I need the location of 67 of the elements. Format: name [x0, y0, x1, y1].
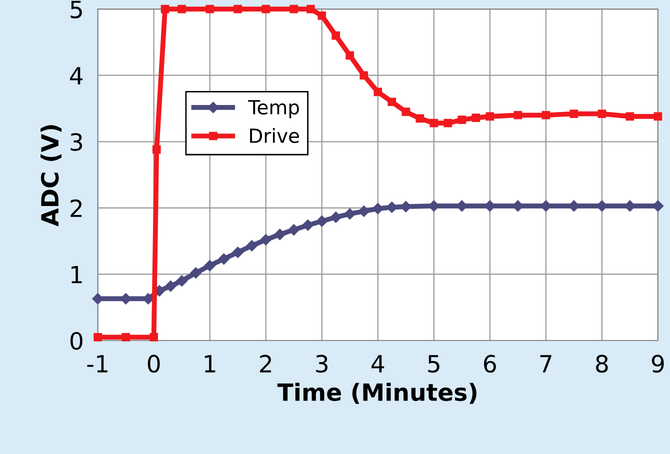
- point: [218, 253, 230, 265]
- point: [430, 118, 438, 128]
- y-tick-label: 2: [70, 199, 82, 217]
- legend-label: Drive: [250, 128, 299, 144]
- point: [262, 4, 270, 14]
- y-tick-label: 3: [70, 133, 82, 151]
- point: [388, 98, 396, 106]
- point: [246, 240, 258, 252]
- point: [372, 202, 384, 214]
- x-tick-label: 8: [596, 354, 608, 373]
- point: [288, 224, 300, 236]
- point: [204, 260, 216, 272]
- y-tick-label: 4: [70, 67, 83, 84]
- point: [542, 110, 550, 120]
- x-tick-label: 2: [260, 354, 272, 372]
- x-tick-label: 4: [372, 355, 384, 372]
- point: [160, 4, 170, 14]
- point: [190, 267, 202, 278]
- point: [150, 333, 158, 342]
- point: [290, 4, 298, 14]
- x-tick-label: 0: [148, 354, 160, 373]
- point: [360, 71, 368, 80]
- point: [122, 333, 130, 342]
- point: [152, 145, 161, 154]
- point: [260, 234, 272, 246]
- point: [234, 4, 242, 14]
- point: [318, 12, 326, 20]
- point: [344, 208, 356, 220]
- point: [330, 212, 342, 223]
- point: [598, 110, 606, 118]
- x-tick-label: 9: [652, 354, 664, 373]
- x-tick-label: -1: [87, 355, 108, 372]
- y-axis-title: ADC (V): [40, 125, 62, 226]
- point: [444, 118, 452, 128]
- point: [626, 112, 634, 121]
- point: [178, 4, 186, 14]
- x-tick-label: 6: [484, 354, 496, 373]
- point: [358, 206, 370, 217]
- point: [165, 280, 176, 292]
- point: [374, 88, 382, 96]
- y-tick-label: 1: [72, 266, 82, 284]
- point: [306, 4, 315, 14]
- x-tick-label: 3: [316, 354, 328, 373]
- point: [176, 275, 188, 286]
- point: [346, 51, 354, 60]
- point: [206, 4, 214, 14]
- point: [302, 220, 314, 231]
- x-tick-label: 5: [428, 355, 440, 373]
- x-tick-label: 7: [540, 355, 552, 372]
- point: [316, 216, 328, 227]
- point: [274, 228, 286, 240]
- point: [514, 110, 522, 120]
- y-tick-label: 0: [70, 332, 82, 350]
- point: [654, 112, 662, 121]
- point: [416, 114, 424, 123]
- point: [232, 246, 244, 258]
- legend-label: Temp: [248, 100, 299, 118]
- point: [458, 116, 466, 124]
- point: [486, 112, 494, 121]
- point: [332, 31, 340, 40]
- x-tick-label: 1: [204, 355, 216, 372]
- x-axis-title: Time (Minutes): [277, 382, 476, 404]
- point: [402, 108, 410, 116]
- point: [472, 114, 480, 122]
- point: [94, 333, 102, 342]
- point: [570, 110, 578, 118]
- y-tick-label: 5: [70, 0, 82, 18]
